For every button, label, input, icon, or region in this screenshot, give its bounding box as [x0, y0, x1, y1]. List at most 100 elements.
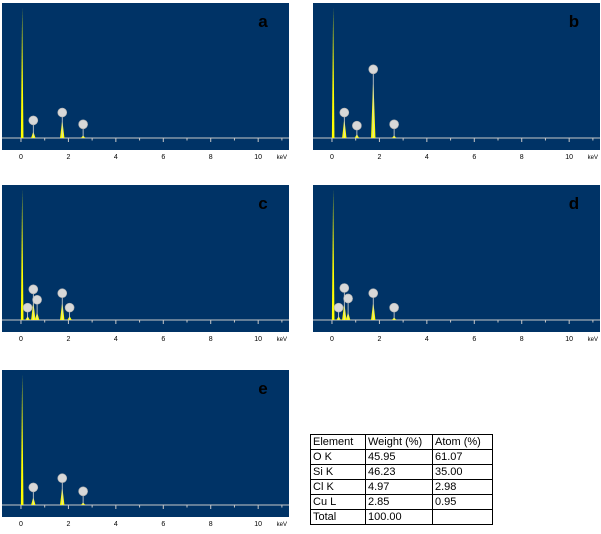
table-header-row: Element Weight (%) Atom (%): [310, 434, 493, 450]
cell-element: O K: [310, 449, 366, 465]
spectrum-peak: [20, 7, 24, 138]
spectrum-peak: [20, 189, 24, 320]
x-tick-label: 4: [114, 336, 118, 343]
spectrum-panel-b: 0 2 4 6 8 10 keV b: [313, 3, 600, 165]
x-tick-label: 8: [209, 336, 213, 343]
x-axis-label: keV: [277, 155, 287, 161]
spectrum-chart-a: 0 2 4 6 8 10 keV a: [2, 3, 289, 161]
panel-letter: d: [569, 194, 579, 213]
table-row: O K 45.95 61.07: [310, 449, 493, 465]
cell-atom: 35.00: [432, 464, 493, 480]
table-row: Cl K 4.97 2.98: [310, 479, 493, 495]
cell-element: Total: [310, 509, 366, 525]
plot-background: [2, 185, 289, 332]
cell-element: Cl K: [310, 479, 366, 495]
spectrum-panel-c: 0 2 4 6 8 10 keV c: [2, 185, 289, 347]
header-weight: Weight (%): [365, 434, 433, 450]
peak-marker: [57, 473, 68, 484]
panel-letter: b: [569, 12, 579, 31]
spectrum-peak: [331, 7, 335, 138]
plot-background: [313, 185, 600, 332]
spectrum-chart-b: 0 2 4 6 8 10 keV b: [313, 3, 600, 161]
spectrum-chart-d: 0 2 4 6 8 10 keV d: [313, 185, 600, 343]
plot-background: [2, 370, 289, 517]
cell-atom: 0.95: [432, 494, 493, 510]
cell-atom: [432, 509, 493, 525]
peak-marker: [22, 302, 33, 313]
cell-weight: 46.23: [365, 464, 433, 480]
x-tick-label: 4: [114, 154, 118, 161]
peak-marker: [343, 293, 353, 304]
x-tick-label: 2: [66, 154, 70, 161]
x-tick-label: 0: [330, 154, 334, 161]
peak-marker: [389, 302, 399, 313]
spectrum-peak: [331, 189, 335, 320]
x-tick-label: 6: [472, 336, 476, 343]
peak-marker: [78, 119, 88, 130]
x-axis-label: keV: [277, 522, 287, 528]
peak-marker: [78, 486, 88, 497]
x-tick-label: 8: [520, 154, 524, 161]
x-tick-label: 4: [425, 336, 429, 343]
plot-background: [2, 3, 289, 150]
peak-marker: [28, 482, 39, 493]
cell-atom: 2.98: [432, 479, 493, 495]
x-tick-label: 4: [425, 154, 429, 161]
x-tick-label: 10: [254, 336, 262, 343]
cell-weight: 100.00: [365, 509, 433, 525]
spectrum-panel-d: 0 2 4 6 8 10 keV d: [313, 185, 600, 347]
x-tick-label: 6: [161, 521, 165, 528]
peak-marker: [339, 283, 350, 293]
spectrum-panel-e: 0 2 4 6 8 10 keV e: [2, 370, 289, 532]
spectrum-peak: [20, 374, 24, 505]
x-axis-label: keV: [588, 155, 598, 161]
peak-marker: [339, 107, 350, 118]
cell-element: Cu L: [310, 494, 366, 510]
x-tick-label: 0: [19, 521, 23, 528]
peak-marker: [57, 107, 68, 118]
x-tick-label: 0: [330, 336, 334, 343]
x-tick-label: 6: [472, 154, 476, 161]
peak-marker: [57, 288, 68, 299]
spectrum-chart-c: 0 2 4 6 8 10 keV c: [2, 185, 289, 343]
x-tick-label: 0: [19, 154, 23, 161]
x-tick-label: 8: [209, 521, 213, 528]
spectrum-chart-e: 0 2 4 6 8 10 keV e: [2, 370, 289, 528]
x-tick-label: 8: [209, 154, 213, 161]
peak-marker: [32, 294, 42, 305]
x-axis-label: keV: [277, 337, 287, 343]
peak-marker: [28, 115, 39, 126]
composition-table: Element Weight (%) Atom (%) O K 45.95 61…: [310, 434, 493, 525]
cell-atom: 61.07: [432, 449, 493, 465]
x-tick-label: 2: [377, 336, 381, 343]
x-tick-label: 0: [19, 336, 23, 343]
peak-marker: [389, 119, 399, 130]
table-row: Si K 46.23 35.00: [310, 464, 493, 480]
cell-weight: 4.97: [365, 479, 433, 495]
x-tick-label: 2: [66, 521, 70, 528]
x-tick-label: 10: [565, 154, 573, 161]
panel-letter: a: [258, 12, 268, 31]
x-tick-label: 2: [377, 154, 381, 161]
header-atom: Atom (%): [432, 434, 493, 450]
x-tick-label: 10: [254, 154, 262, 161]
peak-marker: [333, 302, 344, 313]
header-element: Element: [310, 434, 366, 450]
cell-element: Si K: [310, 464, 366, 480]
x-tick-label: 10: [254, 521, 262, 528]
table-row: Total 100.00: [310, 509, 493, 525]
panel-letter: e: [258, 379, 267, 398]
peak-marker: [368, 288, 379, 299]
peak-marker: [352, 120, 362, 131]
x-axis-label: keV: [588, 337, 598, 343]
x-tick-label: 6: [161, 154, 165, 161]
peak-marker: [64, 302, 75, 313]
cell-weight: 45.95: [365, 449, 433, 465]
panel-letter: c: [258, 194, 267, 213]
x-tick-label: 8: [520, 336, 524, 343]
x-tick-label: 10: [565, 336, 573, 343]
x-tick-label: 6: [161, 336, 165, 343]
peak-marker: [368, 64, 379, 75]
x-tick-label: 2: [66, 336, 70, 343]
cell-weight: 2.85: [365, 494, 433, 510]
